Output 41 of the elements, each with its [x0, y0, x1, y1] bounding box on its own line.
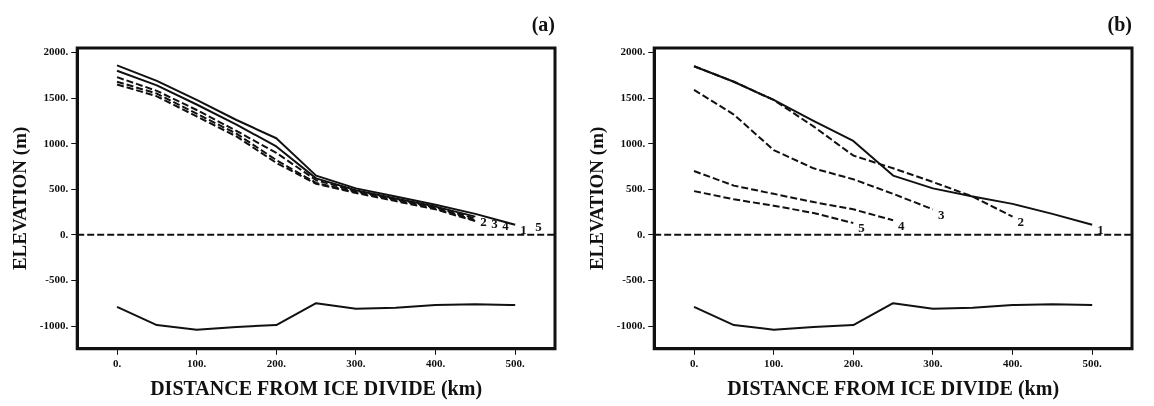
chart-title: (b) — [1107, 13, 1132, 37]
series-label: 1 — [1097, 222, 1104, 238]
x-tick-label: 500. — [1082, 357, 1103, 370]
y-tick-label: -500. — [622, 273, 646, 286]
x-tick-label: 100. — [187, 357, 207, 370]
y-tick-label: 0. — [59, 227, 69, 240]
x-tick-label: 300. — [923, 357, 943, 370]
x-tick-label: 400. — [1002, 357, 1023, 370]
series-label: 3 — [937, 206, 945, 222]
chart-title: (a) — [531, 13, 555, 37]
series-label: 5 — [858, 220, 866, 236]
y-tick-label: -1000. — [616, 318, 646, 331]
series-label: 3 — [491, 215, 499, 231]
y-tick-label: 0. — [636, 227, 646, 240]
x-axis-title: DISTANCE FROM ICE DIVIDE (km) — [150, 377, 483, 401]
series-label: 2 — [1017, 213, 1025, 229]
y-tick-label: 1500. — [620, 90, 646, 103]
y-tick-label: -500. — [45, 273, 69, 286]
y-tick-label: 500. — [625, 182, 646, 195]
x-tick-label: 100. — [764, 357, 784, 370]
y-axis-title: ELEVATION (m) — [586, 126, 609, 271]
series-label: 4 — [898, 217, 906, 233]
x-tick-label: 200. — [843, 357, 864, 370]
y-tick-label: 2000. — [620, 45, 646, 58]
series-label: 1 — [520, 222, 527, 238]
y-tick-label: 2000. — [43, 45, 69, 58]
text: 5 — [535, 218, 543, 234]
y-axis-title: ELEVATION (m) — [9, 126, 32, 271]
x-tick-label: 0. — [112, 357, 122, 370]
x-tick-label: 500. — [505, 357, 526, 370]
y-tick-label: 1000. — [43, 136, 69, 149]
x-tick-label: 0. — [689, 357, 699, 370]
series-label: 2 — [480, 213, 487, 229]
y-tick-label: 1500. — [43, 90, 69, 103]
y-tick-label: 500. — [48, 182, 69, 195]
x-tick-label: 400. — [425, 357, 446, 370]
y-tick-label: -1000. — [39, 318, 69, 331]
x-tick-label: 200. — [266, 357, 287, 370]
x-tick-label: 300. — [346, 357, 366, 370]
x-axis-title: DISTANCE FROM ICE DIVIDE (km) — [727, 377, 1060, 401]
y-tick-label: 1000. — [620, 136, 646, 149]
